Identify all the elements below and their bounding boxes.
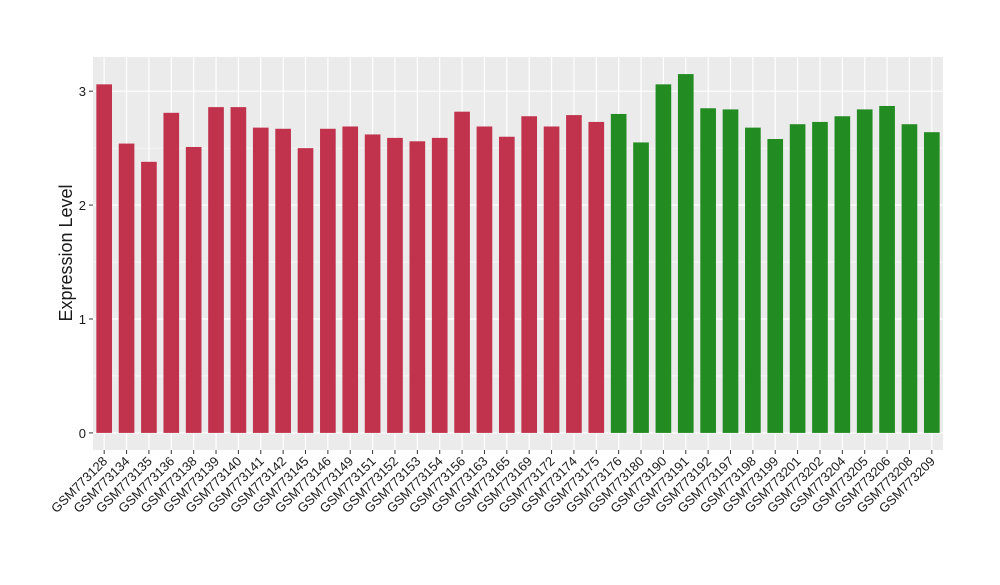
bar-GSM773136 xyxy=(163,112,180,433)
y-axis: 0 1 2 3 xyxy=(79,84,93,441)
bar-GSM773141 xyxy=(252,127,269,433)
bar-GSM773172 xyxy=(543,126,560,433)
bar-GSM773140 xyxy=(230,107,247,433)
y-tick-label: 2 xyxy=(79,198,86,213)
bar-GSM773153 xyxy=(409,141,426,433)
bar-GSM773201 xyxy=(789,124,806,433)
bar-GSM773152 xyxy=(387,137,403,433)
bar-GSM773151 xyxy=(364,134,381,433)
bar-GSM773134 xyxy=(118,143,135,433)
bar-GSM773175 xyxy=(588,121,605,433)
bar-GSM773180 xyxy=(633,142,649,433)
bar-GSM773149 xyxy=(342,126,359,433)
bar-GSM773135 xyxy=(141,161,157,433)
bar-GSM773138 xyxy=(185,146,202,433)
bar-GSM773191 xyxy=(677,74,694,433)
bar-GSM773139 xyxy=(208,107,224,433)
bar-GSM773190 xyxy=(655,84,672,433)
bar-GSM773142 xyxy=(275,128,291,433)
y-tick-label: 0 xyxy=(79,426,86,441)
bar-GSM773209 xyxy=(923,132,940,433)
bar-GSM773176 xyxy=(610,113,627,433)
bar-GSM773192 xyxy=(700,108,716,433)
bar-GSM773169 xyxy=(521,116,538,433)
bar-GSM773202 xyxy=(812,121,828,433)
bar-GSM773197 xyxy=(722,109,739,433)
bar-GSM773128 xyxy=(96,84,113,433)
bar-GSM773204 xyxy=(834,116,851,433)
bars xyxy=(96,74,940,433)
y-tick-label: 1 xyxy=(79,312,86,327)
bar-GSM773174 xyxy=(566,115,582,433)
bar-GSM773145 xyxy=(297,148,314,433)
bar-GSM773198 xyxy=(745,127,761,433)
bar-GSM773163 xyxy=(476,126,493,433)
bar-GSM773208 xyxy=(901,124,918,433)
bar-GSM773146 xyxy=(320,128,336,433)
x-axis: GSM773128GSM773134GSM773135GSM773136GSM7… xyxy=(48,450,938,516)
bar-GSM773156 xyxy=(454,111,470,433)
bar-GSM773206 xyxy=(879,105,895,433)
bar-GSM773199 xyxy=(767,139,784,433)
bar-GSM773154 xyxy=(431,137,448,433)
y-tick-label: 3 xyxy=(79,84,86,99)
bar-GSM773165 xyxy=(498,136,515,433)
bar-GSM773205 xyxy=(856,109,873,433)
y-axis-label: Expression Level xyxy=(56,184,76,321)
